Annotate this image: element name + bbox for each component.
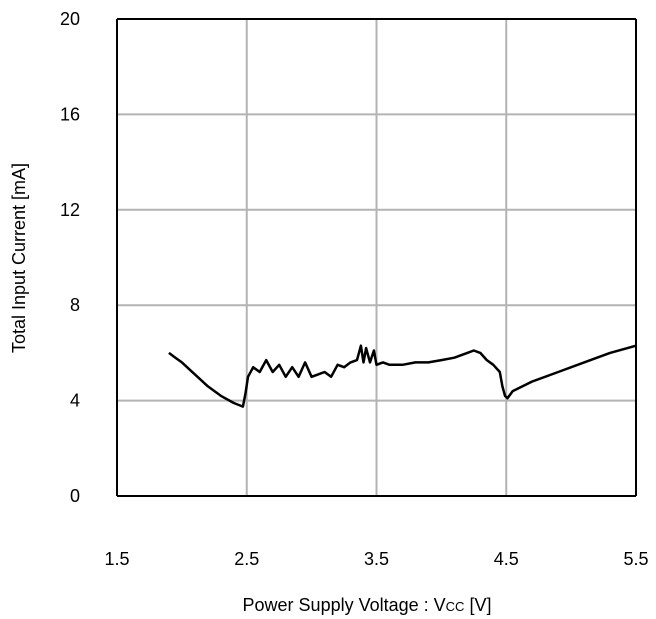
y-axis-title: Total Input Current [mA] [9, 163, 29, 353]
series-line-0 [168, 344, 637, 408]
x-tick-label-3: 4.5 [494, 549, 519, 569]
y-tick-label-4: 16 [60, 104, 80, 124]
y-tick-label-3: 12 [60, 200, 80, 220]
x-axis-title: Power Supply Voltage : VCC [V] [243, 595, 492, 615]
y-tick-label-1: 4 [70, 391, 80, 411]
x-axis-title-subscript: CC [446, 599, 465, 614]
series-group [168, 344, 637, 408]
x-tick-label-1: 2.5 [234, 549, 259, 569]
x-tick-label-2: 3.5 [364, 549, 389, 569]
x-tick-labels: 1.5 2.5 3.5 4.5 5.5 [104, 549, 648, 569]
x-tick-label-4: 5.5 [623, 549, 648, 569]
y-tick-label-5: 20 [60, 9, 80, 29]
x-axis-title-unit: [V] [464, 595, 491, 615]
y-tick-label-0: 0 [70, 486, 80, 506]
x-tick-label-0: 1.5 [104, 549, 129, 569]
y-tick-labels: 0 4 8 12 16 20 [60, 9, 80, 506]
x-axis-title-main: Power Supply Voltage : V [243, 595, 446, 615]
grid [117, 19, 636, 496]
y-tick-label-2: 8 [70, 295, 80, 315]
plot-frame [116, 18, 637, 497]
